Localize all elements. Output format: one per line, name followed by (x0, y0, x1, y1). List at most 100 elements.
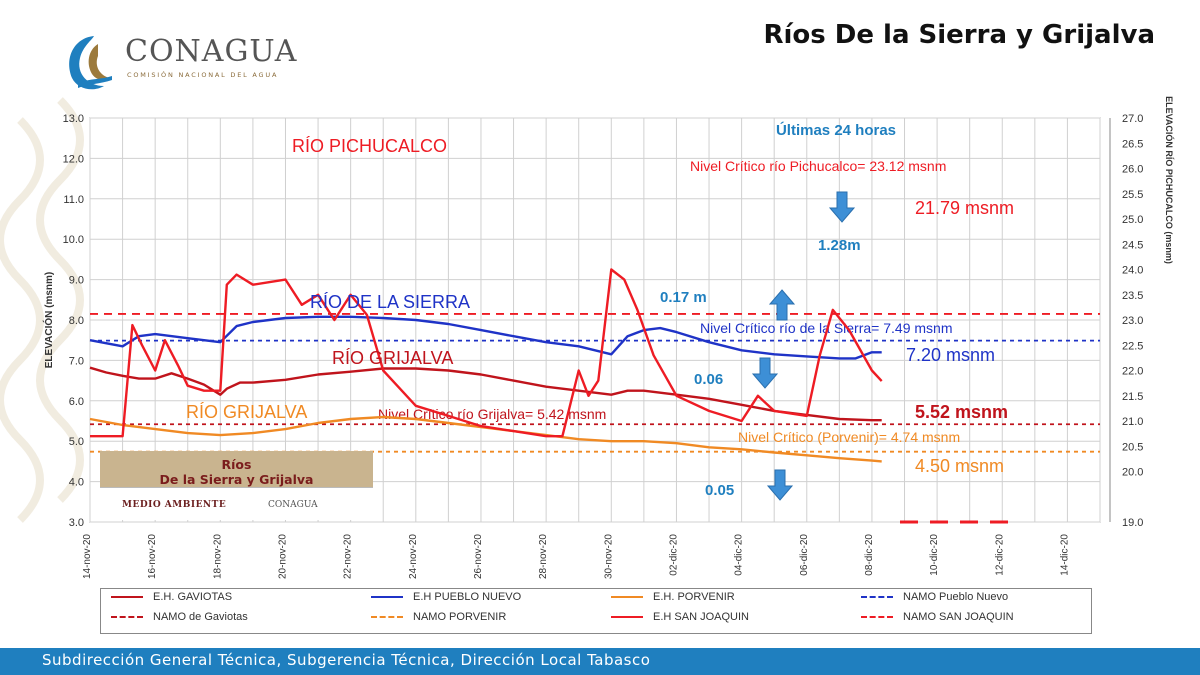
legend-item: E.H. GAVIOTAS (111, 591, 232, 609)
river-label-grijalva: RÍO GRIJALVA (332, 348, 453, 368)
y2-tick-label: 26.5 (1122, 138, 1143, 150)
legend-label: NAMO SAN JOAQUIN (903, 611, 1014, 623)
x-tick-label: 30-nov-20 (603, 534, 614, 579)
y2-tick-label: 19.0 (1122, 517, 1143, 529)
y2-tick-label: 27.0 (1122, 113, 1143, 125)
legend-item: E.H SAN JOAQUIN (611, 611, 749, 629)
logo-name: CONAGUA (125, 34, 298, 69)
background-pattern (0, 97, 84, 523)
y2-tick-label: 24.0 (1122, 265, 1143, 277)
y-tick-label: 12.0 (63, 153, 84, 165)
change-gaviotas: 0.06 (694, 371, 723, 388)
legend-label: NAMO Pueblo Nuevo (903, 591, 1009, 603)
y-tick-label: 3.0 (69, 517, 84, 529)
legend-item: NAMO Pueblo Nuevo (861, 591, 1008, 609)
inset-left-label: MEDIO AMBIENTE (122, 500, 227, 510)
inset-badge: Ríos De la Sierra y Grijalva MEDIO AMBIE… (100, 451, 373, 520)
change-porvenir: 0.05 (705, 482, 734, 499)
x-tick-label: 14-nov-20 (82, 534, 93, 579)
y2-tick-label: 25.5 (1122, 189, 1143, 201)
y-tick-label: 13.0 (63, 113, 84, 125)
namo-pueblo-nuevo-label: Nivel Crítico río de la Sierra= 7.49 msn… (700, 320, 952, 336)
pueblo-nuevo-series-line (89, 315, 882, 360)
y2-tick-label: 20.0 (1122, 467, 1143, 479)
y-axis-label: ELEVACIÓN (msnm) (42, 272, 55, 369)
legend-swatch (371, 596, 403, 599)
y-tick-label: 6.0 (69, 396, 84, 408)
y2-tick-label: 24.5 (1122, 239, 1143, 251)
inset-title-line2: De la Sierra y Grijalva (159, 472, 314, 487)
page-title: Ríos De la Sierra y Grijalva (763, 20, 1155, 50)
gaviotas-series-line (89, 366, 882, 422)
legend-label: E.H SAN JOAQUIN (653, 611, 749, 623)
inset-title: Ríos De la Sierra y Grijalva (100, 457, 373, 487)
legend-label: NAMO PORVENIR (413, 611, 507, 623)
footer-bar: Subdirección General Técnica, Subgerenci… (0, 648, 1200, 675)
x-tick-label: 16-nov-20 (147, 534, 158, 579)
x-tick-label: 06-dic-20 (799, 534, 810, 576)
change-san-joaquin: 1.28m (818, 237, 861, 254)
value-porvenir: 4.50 msnm (915, 456, 1004, 476)
value-pueblo-nuevo: 7.20 msnm (906, 345, 995, 365)
x-tick-label: 28-nov-20 (538, 534, 549, 579)
namo-gaviotas-label: Nivel Crítico río Grijalva= 5.42 msnm (378, 406, 606, 422)
legend-swatch (111, 596, 143, 599)
legend-label: NAMO de Gaviotas (153, 611, 248, 623)
legend-swatch (371, 616, 403, 619)
value-san-joaquin: 21.79 msnm (915, 198, 1014, 218)
inset-right-label: CONAGUA (268, 500, 318, 510)
legend-swatch (861, 596, 893, 599)
namo-porvenir-label: Nivel Crítico (Porvenir)= 4.74 msnm (738, 429, 960, 445)
legend-label: E.H. GAVIOTAS (153, 591, 233, 603)
y2-tick-label: 21.5 (1122, 391, 1143, 403)
legend-swatch (611, 616, 643, 619)
y2-tick-label: 22.0 (1122, 366, 1143, 378)
y2-tick-label: 26.0 (1122, 164, 1143, 176)
y-tick-label: 9.0 (69, 275, 84, 287)
footer-text: Subdirección General Técnica, Subgerenci… (42, 651, 651, 669)
legend-item: NAMO de Gaviotas (111, 611, 248, 629)
conagua-logo: CONAGUA COMISIÓN NACIONAL DEL AGUA (58, 28, 378, 92)
legend-item: NAMO PORVENIR (371, 611, 506, 629)
change-gaviotas-arrow-down-icon (751, 357, 779, 389)
x-tick-label: 04-dic-20 (734, 534, 745, 576)
legend-item: E.H. PORVENIR (611, 591, 735, 609)
y-tick-label: 10.0 (63, 234, 84, 246)
y-tick-label: 5.0 (69, 436, 84, 448)
x-tick-label: 18-nov-20 (212, 534, 223, 579)
change-pueblo-nuevo: 0.17 m (660, 289, 707, 306)
legend-label: E.H PUEBLO NUEVO (413, 591, 522, 603)
change-san-joaquin-arrow-down-icon (828, 191, 856, 223)
x-tick-label: 26-nov-20 (473, 534, 484, 579)
legend-item: NAMO SAN JOAQUIN (861, 611, 1014, 629)
x-tick-label: 20-nov-20 (277, 534, 288, 579)
x-tick-label: 24-nov-20 (408, 534, 419, 579)
river-label-grijalva-porvenir: RÍO GRIJALVA (186, 402, 307, 422)
y-tick-label: 8.0 (69, 315, 84, 327)
legend-swatch (861, 616, 893, 619)
logo-subtitle: COMISIÓN NACIONAL DEL AGUA (127, 71, 279, 79)
legend-swatch (611, 596, 643, 599)
value-gaviotas: 5.52 msnm (915, 402, 1008, 422)
y2-tick-label: 23.5 (1122, 290, 1143, 302)
y2-tick-label: 21.0 (1122, 416, 1143, 428)
san-joaquin-series-line (90, 268, 883, 438)
y2-axis-label: ELEVACIÓN RÍO PICHUCALCO (msnm) (1164, 96, 1175, 264)
x-tick-label: 08-dic-20 (864, 534, 875, 576)
y-tick-label: 7.0 (69, 355, 84, 367)
x-tick-label: 02-dic-20 (668, 534, 679, 576)
chart-legend: E.H. GAVIOTAS E.H PUEBLO NUEVO E.H. PORVEN… (100, 588, 1092, 634)
x-tick-label: 22-nov-20 (343, 534, 354, 579)
y-tick-label: 11.0 (63, 194, 84, 206)
change-porvenir-arrow-down-icon (766, 469, 794, 501)
y2-tick-label: 20.5 (1122, 441, 1143, 453)
legend-label: E.H. PORVENIR (653, 591, 735, 603)
inset-title-line1: Ríos (221, 457, 252, 472)
chart-title: Últimas 24 horas (776, 121, 896, 139)
conagua-emblem-icon (69, 36, 112, 90)
river-label-sierra: RÍO DE LA SIERRA (310, 292, 470, 312)
legend-swatch (111, 616, 143, 619)
river-label-pichucalco: RÍO PICHUCALCO (292, 136, 447, 156)
x-tick-label: 12-dic-20 (994, 534, 1005, 576)
y2-tick-label: 23.0 (1122, 315, 1143, 327)
